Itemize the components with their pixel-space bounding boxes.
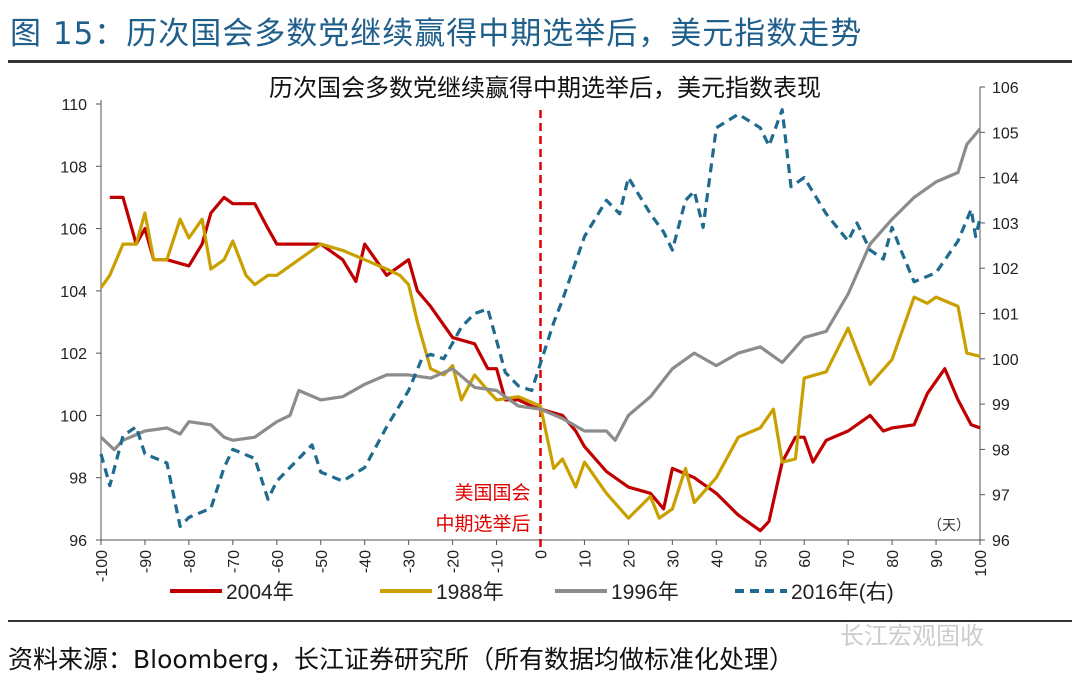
right-tick-label: 99 [992,397,1010,414]
x-tick-label: 100 [973,550,990,577]
x-tick-label: -70 [226,550,243,573]
x-tick-label: 0 [534,550,551,559]
series-line-1996 [99,127,982,452]
x-tick-label: -40 [358,550,375,573]
x-tick-label: -50 [314,550,331,573]
left-tick-label: 100 [60,408,87,425]
right-tick-label: 100 [992,352,1019,369]
series-line-1988 [99,211,981,520]
x-tick-label: 20 [621,550,638,568]
x-tick-label: 40 [709,550,726,568]
source-note: 资料来源：Bloomberg，长江证券研究所（所有数据均做标准化处理） [8,645,795,674]
right-tick-label: 104 [992,171,1019,188]
left-tick-label: 108 [60,159,87,176]
figure-title: 图 15：历次国会多数党继续赢得中期选举后，美元指数走势 [10,16,863,52]
right-tick-label: 105 [992,125,1019,142]
legend-label: 1988年 [436,581,504,604]
top-divider [8,60,1072,63]
left-tick-label: 104 [60,284,87,301]
bottom-divider [8,620,1072,622]
left-tick-label: 102 [60,346,87,363]
x-tick-label: -80 [182,550,199,573]
annotation-line-2: 中期选举后 [435,513,530,535]
watermark: 长江宏观固收 [840,622,984,650]
x-tick-label: -20 [446,550,463,573]
x-tick-label: -10 [490,550,507,573]
left-tick-label: 98 [69,471,87,488]
x-tick-label: 30 [665,550,682,568]
left-tick-label: 110 [61,97,87,114]
chart-title: 历次国会多数党继续赢得中期选举后，美元指数表现 [269,75,821,102]
x-tick-label: -30 [402,550,419,573]
x-tick-label: -100 [94,550,111,582]
legend-label: 2016年(右) [791,581,894,604]
legend-label: 1996年 [611,581,679,604]
line-chart: 历次国会多数党继续赢得中期选举后，美元指数表现96981001021041061… [60,75,1019,604]
x-tick-label: 90 [929,550,946,568]
left-tick-label: 106 [60,222,87,239]
x-tick-label: 10 [577,550,594,568]
annotation-line-1: 美国国会 [454,482,530,504]
x-axis-unit: （天） [928,517,970,533]
x-tick-label: 70 [841,550,858,568]
right-tick-label: 96 [992,533,1010,550]
right-tick-label: 106 [992,80,1019,97]
x-tick-label: -90 [138,550,155,573]
x-tick-label: 60 [797,550,814,568]
series-line-2016 [99,108,982,529]
x-tick-label: 50 [753,550,770,568]
right-tick-label: 101 [992,307,1019,324]
right-tick-label: 102 [992,261,1019,278]
left-tick-label: 96 [69,533,87,550]
x-tick-label: 80 [885,550,902,568]
right-tick-label: 97 [992,488,1010,505]
legend-label: 2004年 [226,581,294,604]
right-tick-label: 98 [992,442,1010,459]
right-tick-label: 103 [992,216,1019,233]
series-line-2004 [109,195,981,533]
x-tick-label: -60 [270,550,287,573]
